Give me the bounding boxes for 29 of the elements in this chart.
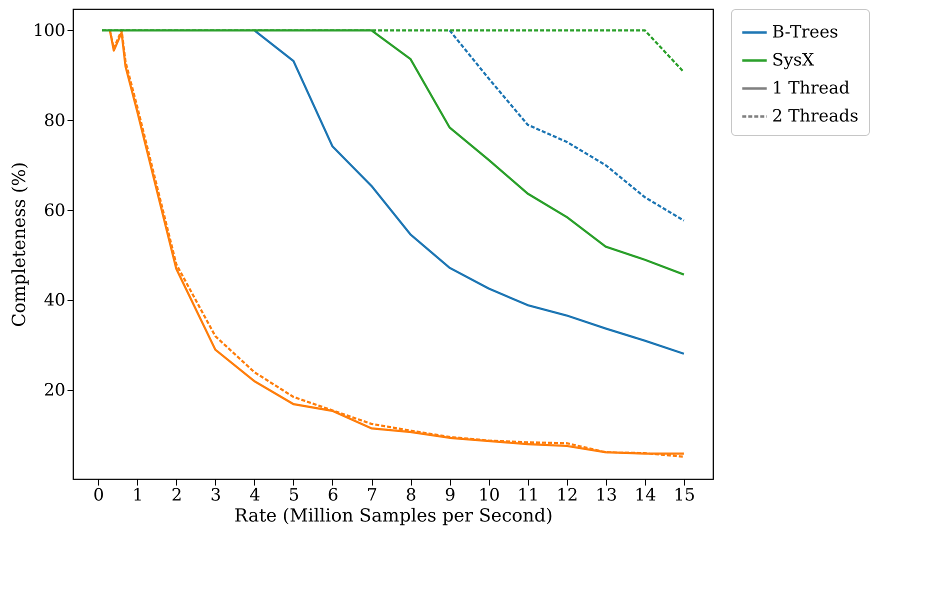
x-tick-label: 6 [328,486,338,506]
y-tick-label: 20 [44,380,66,401]
line-series [253,29,686,355]
x-tick-label: 1 [132,486,144,506]
legend-label: B-Trees [772,22,838,42]
x-tick-label: 9 [444,486,456,506]
line-series [448,29,686,222]
x-tick-label: 5 [288,486,300,506]
x-tick-label: 0 [93,486,104,506]
x-tick-label: 8 [406,486,416,506]
legend-label: 2 Threads [772,106,858,126]
x-tick-label: 7 [366,486,378,506]
y-axis-title: Completeness (%) [9,162,30,328]
legend-label: 1 Thread [772,78,850,98]
x-tick-label: 11 [517,486,540,506]
x-tick-label: 13 [595,486,618,506]
legend-label: SysX [772,50,815,70]
x-tick-label: 4 [249,486,260,506]
x-tick-label: 3 [210,486,222,506]
x-tick-label: 10 [478,486,500,506]
y-tick-label: 80 [44,110,66,131]
y-tick-label: 40 [44,290,66,311]
x-axis-title: Rate (Million Samples per Second) [234,506,553,526]
y-tick-label: 100 [33,20,66,41]
x-tick-label: 12 [556,486,578,506]
x-tick-label: 2 [171,486,182,506]
y-tick-label: 60 [44,200,66,221]
x-tick-label: 14 [634,486,656,506]
x-tick-label: 15 [674,486,696,506]
